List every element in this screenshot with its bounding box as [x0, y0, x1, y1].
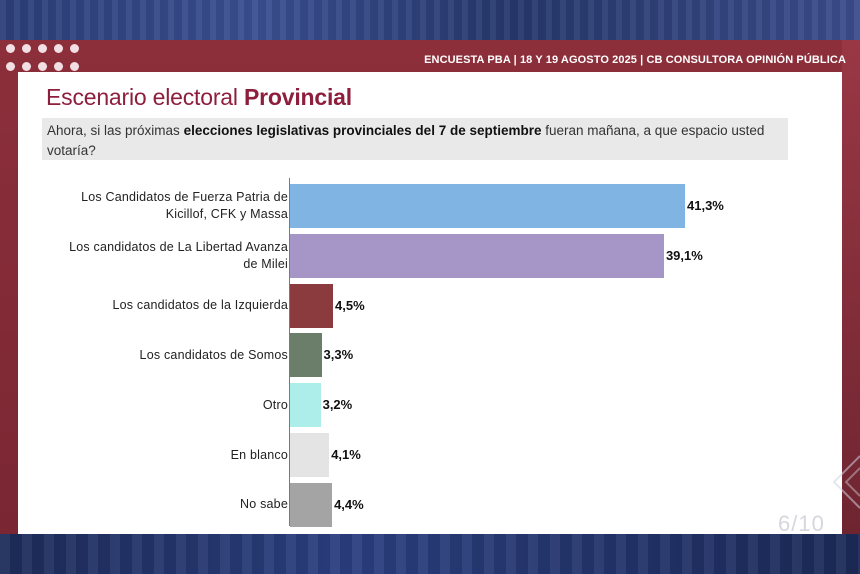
dot	[54, 62, 63, 71]
background-bottom	[0, 534, 860, 574]
value-label-1: 41,3%	[687, 198, 724, 213]
page-indicator: 6/10	[778, 511, 825, 536]
survey-info-header: ENCUESTA PBA | 18 Y 19 AGOSTO 2025 | CB …	[424, 54, 846, 66]
category-label-3: Los candidatos de la Izquierda	[112, 298, 288, 313]
value-label-3: 4,5%	[335, 297, 365, 313]
background-top	[0, 0, 860, 40]
dot	[22, 44, 31, 53]
question-bold: elecciones legislativas provinciales del…	[183, 123, 542, 138]
category-label-1: Los Candidatos de Fuerza Patria de Kicil…	[81, 190, 288, 221]
decorative-dots	[4, 44, 84, 76]
value-label-5: 3,2%	[322, 397, 353, 413]
chevron-decoration-icon	[832, 455, 860, 509]
category-label-4: Los candidatos de Somos	[139, 347, 288, 362]
survey-question: Ahora, si las próximas elecciones legisl…	[42, 118, 788, 160]
dot	[70, 62, 79, 71]
value-label-7: 4,4%	[334, 496, 364, 512]
dot	[70, 44, 79, 53]
slide-panel: Escenario electoral Provincial Ahora, si…	[18, 72, 842, 534]
title-light: Escenario electoral	[46, 84, 244, 110]
category-label-2: Los candidatos de La Libertad Avanza de …	[69, 239, 288, 271]
bar-2	[290, 233, 664, 278]
dot	[22, 62, 31, 71]
question-pre: Ahora, si las próximas	[47, 123, 184, 138]
dot	[54, 44, 63, 53]
category-axis-line	[289, 178, 290, 526]
vote-intention-bar-chart: Los Candidatos de Fuerza Patria de Kicil…	[18, 72, 842, 534]
bar-4	[290, 333, 322, 378]
title-bold: Provincial	[244, 84, 352, 110]
bar-1	[290, 184, 685, 228]
bar-3	[290, 283, 334, 328]
slide-title: Escenario electoral Provincial	[46, 84, 352, 111]
dot	[38, 62, 47, 71]
value-label-4: 3,3%	[323, 347, 354, 363]
bar-5	[290, 383, 321, 428]
dot	[6, 62, 15, 71]
slide-frame-right-edge	[842, 40, 860, 534]
bar-7	[290, 482, 333, 527]
category-label-7: No sabe	[240, 497, 288, 512]
category-label-5: Otro	[262, 397, 288, 412]
question-post: fueran mañana, a que espacio usted votar…	[47, 123, 765, 158]
value-label-2: 39,1%	[665, 247, 703, 263]
value-label-6: 4,1%	[331, 447, 361, 462]
bar-6	[290, 433, 330, 477]
dot	[38, 44, 47, 53]
category-label-6: En blanco	[230, 447, 288, 462]
dot	[6, 44, 15, 53]
